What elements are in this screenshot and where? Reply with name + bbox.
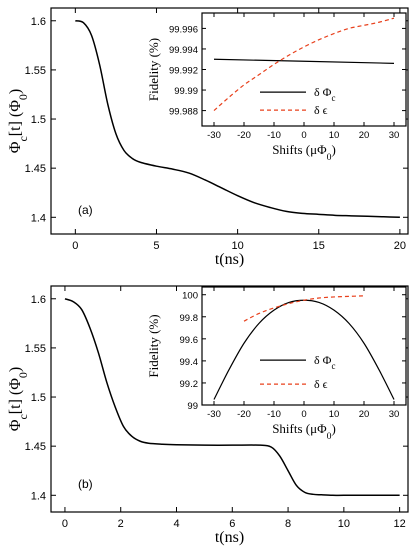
main-y-axis-label-part: 0 bbox=[16, 372, 30, 378]
inset-y-axis-label: Fidelity (%) bbox=[146, 314, 161, 377]
inset-x-tick-label: -10 bbox=[267, 130, 281, 141]
panel-a: 0 5 10 15 201.41.451.51.551.6(a)t(ns)Φc[t] (… bbox=[7, 7, 409, 268]
inset-chart: -30 -20 -10 0 10 20 30 99 99.2 99.4 99.6 99.8 100 Shi… bbox=[146, 286, 407, 442]
inset-legend: δ Φcδ ϵ bbox=[260, 353, 335, 391]
legend-entry-delta-phi: δ Φc bbox=[314, 85, 335, 103]
inset-x-axis-label-part: ) bbox=[331, 421, 335, 436]
main-y-axis-label-part: [t] (Φ bbox=[7, 100, 24, 136]
inset-y-tick-label: 99.99 bbox=[174, 86, 198, 97]
main-y-axis-label: Φc[t] (Φ0) bbox=[7, 89, 30, 153]
legend-entry-delta-phi-part: δ Φ bbox=[314, 353, 332, 367]
main-y-tick-label: 1.4 bbox=[31, 490, 46, 502]
legend-entry-delta-phi-part: c bbox=[331, 361, 335, 371]
main-x-tick-label: 2 bbox=[118, 518, 124, 530]
inset-x-axis-label: Shifts (μΦ0) bbox=[272, 421, 336, 442]
main-x-tick-label: 5 bbox=[153, 240, 159, 252]
inset-x-tick-label: -20 bbox=[237, 130, 251, 141]
inset-y-axis-label: Fidelity (%) bbox=[146, 38, 161, 101]
inset-series-line bbox=[243, 295, 365, 322]
main-y-tick-label: 1.6 bbox=[31, 16, 46, 28]
inset-x-tick-label: 20 bbox=[359, 130, 370, 141]
main-plot-frame bbox=[50, 7, 409, 235]
main-x-tick-label: 8 bbox=[285, 518, 291, 530]
legend-entry-delta-phi-part: c bbox=[331, 93, 335, 103]
inset-x-axis-label-part: Shifts (μΦ bbox=[272, 142, 327, 157]
inset-x-tick-label: -30 bbox=[207, 409, 221, 420]
inset-chart: -30 -20 -10 0 10 20 30 99.988 99.99 99.992 99.994 9… bbox=[146, 12, 407, 163]
inset-plot-frame bbox=[201, 286, 407, 406]
panel-b: 0 2 4 6 8 10 121.41.451.51.551.6(b)t(ns)Φc[t] … bbox=[7, 285, 409, 546]
inset-y-tick-label: 99.992 bbox=[169, 66, 198, 77]
legend-entry-delta-epsilon: δ ϵ bbox=[314, 103, 328, 117]
main-x-tick-label: 20 bbox=[394, 240, 406, 252]
main-y-axis-label-part: c bbox=[16, 414, 30, 419]
inset-series-line bbox=[213, 58, 395, 64]
main-plot-frame bbox=[50, 285, 409, 513]
main-x-axis-label: t(ns) bbox=[215, 251, 244, 268]
inset-x-tick-label: 0 bbox=[301, 130, 306, 141]
main-x-tick-label: 15 bbox=[313, 240, 325, 252]
main-x-tick-label: 12 bbox=[394, 518, 406, 530]
inset-legend: δ Φcδ ϵ bbox=[260, 85, 335, 117]
main-y-axis-label-part: ) bbox=[7, 89, 24, 94]
inset-y-tick-label: 99.4 bbox=[180, 357, 199, 368]
main-x-axis-label: t(ns) bbox=[215, 529, 244, 546]
main-y-tick-label: 1.4 bbox=[31, 212, 46, 224]
inset-x-axis-label: Shifts (μΦ0) bbox=[272, 142, 336, 163]
inset-plot-frame bbox=[201, 12, 407, 127]
inset-x-tick-label: 0 bbox=[301, 409, 306, 420]
inset-x-tick-label: 20 bbox=[359, 409, 370, 420]
main-y-axis-label: Φc[t] (Φ0) bbox=[7, 367, 30, 431]
legend-entry-delta-epsilon: δ ϵ bbox=[314, 377, 328, 391]
main-y-axis-label-part: Φ bbox=[7, 141, 24, 153]
main-x-tick-label: 6 bbox=[229, 518, 235, 530]
main-x-tick-label: 10 bbox=[338, 518, 350, 530]
inset-x-tick-label: 10 bbox=[329, 130, 340, 141]
main-x-tick-label: 0 bbox=[62, 518, 68, 530]
main-x-tick-label: 10 bbox=[231, 240, 243, 252]
inset-x-axis-label-part: 0 bbox=[327, 152, 332, 163]
inset-x-axis-label-part: ) bbox=[331, 142, 335, 157]
main-x-tick-label: 0 bbox=[72, 240, 78, 252]
inset-y-tick-label: 99 bbox=[187, 401, 198, 412]
main-y-axis-label-part: c bbox=[16, 136, 30, 141]
main-y-axis-label-part: ) bbox=[7, 367, 24, 372]
inset-x-tick-label: -10 bbox=[267, 409, 281, 420]
main-y-axis-label-part: [t] (Φ bbox=[7, 378, 24, 414]
main-x-tick-label: 4 bbox=[173, 518, 179, 530]
inset-y-tick-label: 99.988 bbox=[169, 107, 198, 118]
legend-entry-delta-phi-part: δ Φ bbox=[314, 85, 332, 99]
main-y-tick-label: 1.5 bbox=[31, 114, 46, 126]
main-y-tick-label: 1.5 bbox=[31, 392, 46, 404]
main-y-tick-label: 1.45 bbox=[25, 441, 46, 453]
inset-y-tick-label: 99.2 bbox=[180, 379, 199, 390]
inset-x-tick-label: 30 bbox=[389, 409, 400, 420]
main-y-axis-label-part: Φ bbox=[7, 419, 24, 431]
inset-y-tick-label: 100 bbox=[182, 291, 198, 302]
main-y-tick-label: 1.45 bbox=[25, 163, 46, 175]
inset-x-tick-label: -20 bbox=[237, 409, 251, 420]
inset-x-axis-label-part: 0 bbox=[327, 431, 332, 442]
inset-y-tick-label: 99.8 bbox=[180, 313, 199, 324]
panel-label: (b) bbox=[78, 477, 93, 491]
inset-y-tick-label: 99.996 bbox=[169, 24, 198, 35]
inset-y-tick-label: 99.994 bbox=[169, 45, 198, 56]
panel-label: (a) bbox=[78, 203, 93, 217]
main-y-tick-label: 1.6 bbox=[31, 294, 46, 306]
main-y-tick-label: 1.55 bbox=[25, 65, 46, 77]
main-series-line bbox=[64, 298, 400, 497]
main-y-axis-label-part: 0 bbox=[16, 94, 30, 100]
inset-y-tick-label: 99.6 bbox=[180, 335, 199, 346]
inset-x-tick-label: 10 bbox=[329, 409, 340, 420]
main-y-tick-label: 1.55 bbox=[25, 343, 46, 355]
inset-x-axis-label-part: Shifts (μΦ bbox=[272, 421, 327, 436]
inset-x-tick-label: -30 bbox=[207, 130, 221, 141]
legend-entry-delta-phi: δ Φc bbox=[314, 353, 335, 371]
main-series-line bbox=[75, 20, 400, 219]
inset-x-tick-label: 30 bbox=[389, 130, 400, 141]
